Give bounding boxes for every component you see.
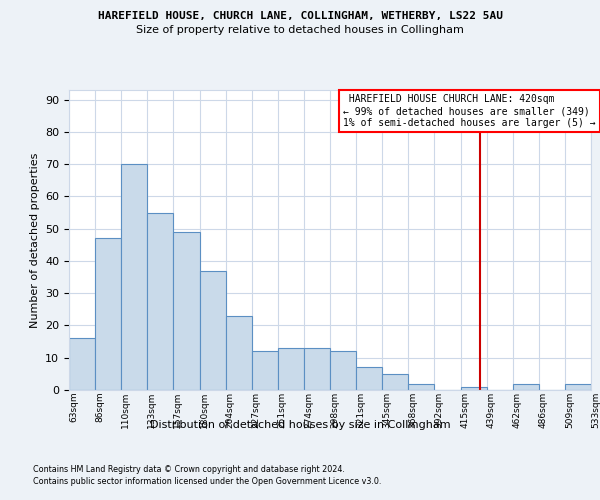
Bar (513, 384, 539, 390)
Bar (252, 352, 278, 390)
Bar (173, 232, 199, 390)
Bar (121, 164, 148, 390)
Bar (565, 384, 591, 390)
Text: HAREFIELD HOUSE CHURCH LANE: 420sqm
← 99% of detached houses are smaller (349)
1: HAREFIELD HOUSE CHURCH LANE: 420sqm ← 99… (343, 94, 596, 128)
Text: Distribution of detached houses by size in Collingham: Distribution of detached houses by size … (149, 420, 451, 430)
Bar (226, 316, 252, 390)
Bar (356, 368, 382, 390)
Bar (199, 270, 226, 390)
Bar (278, 348, 304, 390)
Bar (382, 374, 409, 390)
Bar (304, 348, 330, 390)
Y-axis label: Number of detached properties: Number of detached properties (29, 152, 40, 328)
Bar (148, 212, 173, 390)
Bar (95, 238, 121, 390)
Bar (409, 384, 434, 390)
Bar (330, 352, 356, 390)
Text: Contains HM Land Registry data © Crown copyright and database right 2024.: Contains HM Land Registry data © Crown c… (33, 465, 345, 474)
Bar (461, 387, 487, 390)
Text: Contains public sector information licensed under the Open Government Licence v3: Contains public sector information licen… (33, 477, 382, 486)
Text: Size of property relative to detached houses in Collingham: Size of property relative to detached ho… (136, 25, 464, 35)
Text: HAREFIELD HOUSE, CHURCH LANE, COLLINGHAM, WETHERBY, LS22 5AU: HAREFIELD HOUSE, CHURCH LANE, COLLINGHAM… (97, 11, 503, 21)
Bar (69, 338, 95, 390)
